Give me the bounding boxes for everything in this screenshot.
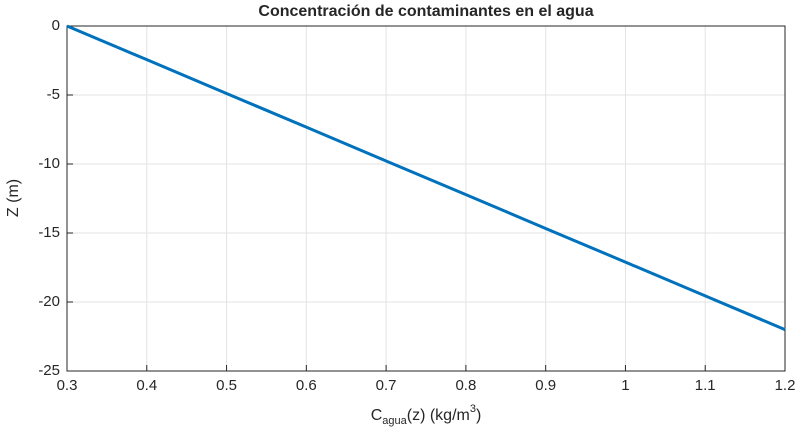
x-label-superscript: 3	[470, 403, 476, 415]
x-tick-label: 0.9	[535, 377, 556, 394]
x-tick-label: 0.5	[216, 377, 237, 394]
x-label-subscript: agua	[382, 415, 407, 427]
x-label-part: C	[371, 407, 383, 424]
data-line	[66, 24, 786, 331]
x-label-part: )	[476, 407, 481, 424]
y-tick-label: -20	[38, 293, 60, 310]
x-tick-label: 0.7	[376, 377, 397, 394]
x-tick-label: 1.1	[695, 377, 716, 394]
x-label-part: (z) (kg/m	[407, 407, 470, 424]
x-tick-label: 1.2	[775, 377, 796, 394]
x-tick-label: 0.3	[57, 377, 78, 394]
y-axis-label: Z (m)	[5, 179, 22, 217]
x-tick-label: 0.6	[296, 377, 317, 394]
y-tick-label: -15	[38, 224, 60, 241]
x-axis-label: Cagua(z) (kg/m3)	[371, 403, 482, 427]
y-tick-label: -5	[47, 86, 60, 103]
chart-title: Concentración de contaminantes en el agu…	[258, 3, 593, 20]
x-tick-label: 0.4	[136, 377, 157, 394]
axes-box	[66, 25, 786, 372]
y-tick-label: -25	[38, 362, 60, 379]
x-tick-label: 0.8	[455, 377, 476, 394]
y-tick-label: -10	[38, 155, 60, 172]
x-tick-label: 1	[621, 377, 629, 394]
y-tick-label: 0	[52, 17, 60, 34]
